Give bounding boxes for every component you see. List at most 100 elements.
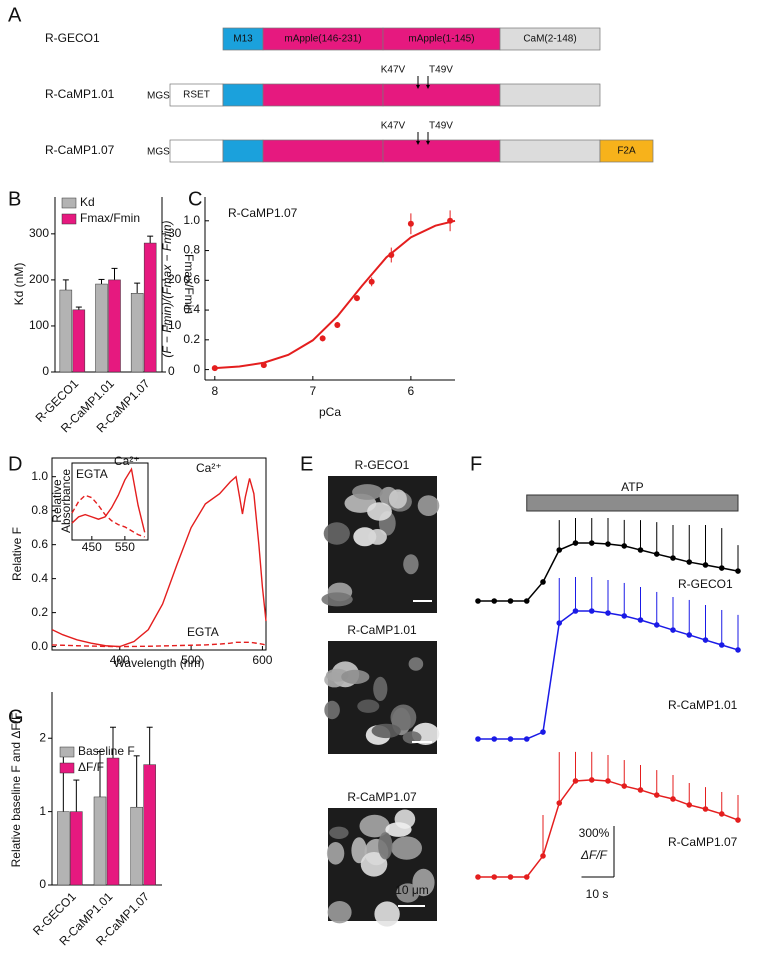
cell <box>352 484 383 500</box>
construct-name: R-CaMP1.01 <box>45 87 115 101</box>
y-tick-label: 1.0 <box>183 213 200 227</box>
x-axis-title: Wavelength (nm) <box>114 656 205 670</box>
trace-point <box>637 617 644 623</box>
trace-point <box>523 736 530 742</box>
x-tick-label: 600 <box>252 653 272 667</box>
micrograph-label: R-GECO1 <box>355 458 410 472</box>
cell <box>417 495 440 516</box>
y2-axis-title: Fmax/Fmin <box>182 254 196 314</box>
cell <box>378 832 393 860</box>
trace-point <box>540 729 546 735</box>
trace-point <box>556 800 563 806</box>
trace-point <box>507 736 514 742</box>
legend-label: Baseline F <box>78 744 135 758</box>
series-label: EGTA <box>187 625 219 639</box>
y-tick-label: 0.4 <box>183 302 200 316</box>
domain-box <box>222 83 264 107</box>
y-axis-title: Relative baseline F and ΔF/F <box>9 713 23 868</box>
bar <box>70 811 83 886</box>
stimulus-bar <box>526 494 739 512</box>
arrow-head <box>416 85 420 89</box>
trace-point <box>523 598 530 604</box>
cell <box>351 837 367 864</box>
data-point <box>260 362 267 369</box>
panel-label: G <box>8 706 24 728</box>
data-point <box>368 278 375 285</box>
domain-box <box>499 27 601 51</box>
cell <box>396 883 420 903</box>
series-label: Ca²⁺ <box>196 461 222 475</box>
trace-label: R-GECO1 <box>678 577 733 591</box>
arrow-head <box>426 141 430 145</box>
cell <box>327 901 352 924</box>
y-tick-label: 2 <box>39 730 46 744</box>
y-tick-label: 0.6 <box>183 272 200 286</box>
trace-point <box>735 817 741 823</box>
trace-point <box>572 608 579 614</box>
trace-point <box>637 547 644 553</box>
trace-point <box>718 642 725 648</box>
trace-point <box>588 540 595 546</box>
cell <box>367 502 392 521</box>
panel-label: F <box>470 453 482 475</box>
domain-box <box>222 139 264 163</box>
trace-point <box>605 778 611 784</box>
panel-label: A <box>8 4 22 26</box>
mutation-label: T49V <box>429 65 453 76</box>
domain-label: RSET <box>183 90 210 101</box>
legend-swatch <box>61 213 77 225</box>
trace-point <box>475 874 481 880</box>
trace-point <box>572 540 579 546</box>
plot-frame <box>71 462 149 541</box>
construct-prefix: MGS- <box>147 91 173 102</box>
bar <box>57 811 70 886</box>
cell <box>357 699 380 713</box>
bar <box>143 764 156 886</box>
fit-line <box>214 219 456 370</box>
domain-box <box>262 83 384 107</box>
trace-line <box>478 610 739 740</box>
spectrum-line <box>71 467 146 533</box>
cell <box>402 731 422 744</box>
trace-point <box>507 598 514 604</box>
domain-label: mApple(1-145) <box>408 34 474 45</box>
domain-box <box>599 139 654 163</box>
trace-point <box>702 562 709 568</box>
bar <box>106 757 120 886</box>
y-tick-label: 0.2 <box>183 332 200 346</box>
domain-box <box>169 139 224 163</box>
cell <box>403 554 419 575</box>
trace-point <box>735 568 741 574</box>
domain-box <box>262 139 384 163</box>
panel-label: C <box>188 188 202 210</box>
construct-name: R-CaMP1.07 <box>45 143 115 157</box>
cell <box>341 669 370 685</box>
x-tick-label: 500 <box>181 653 201 667</box>
arrow-head <box>416 141 420 145</box>
inset-y-title: Relative <box>50 479 64 523</box>
x-tick-label: 6 <box>408 384 415 398</box>
spectrum-line <box>71 494 145 538</box>
trace-point <box>475 598 481 604</box>
cell <box>408 657 424 671</box>
data-point <box>407 220 414 227</box>
annotation: R-CaMP1.07 <box>228 206 298 220</box>
trace-point <box>540 579 546 585</box>
trace-point <box>556 547 563 553</box>
y-axis-title: Relative F <box>10 527 24 581</box>
micrograph-label: R-CaMP1.01 <box>347 623 417 637</box>
data-point <box>334 321 341 328</box>
y-tick-label: 100 <box>29 318 49 332</box>
bar <box>72 309 86 373</box>
legend-swatch <box>59 746 75 758</box>
panel-label: B <box>8 188 21 210</box>
y-tick-label: 0.8 <box>31 503 48 517</box>
x-tick-label: 8 <box>211 384 218 398</box>
cell <box>324 700 340 720</box>
trace-point <box>491 874 498 880</box>
y2-tick-label: 30 <box>168 226 182 240</box>
y-tick-label: 1 <box>39 804 46 818</box>
trace-point <box>523 874 530 880</box>
